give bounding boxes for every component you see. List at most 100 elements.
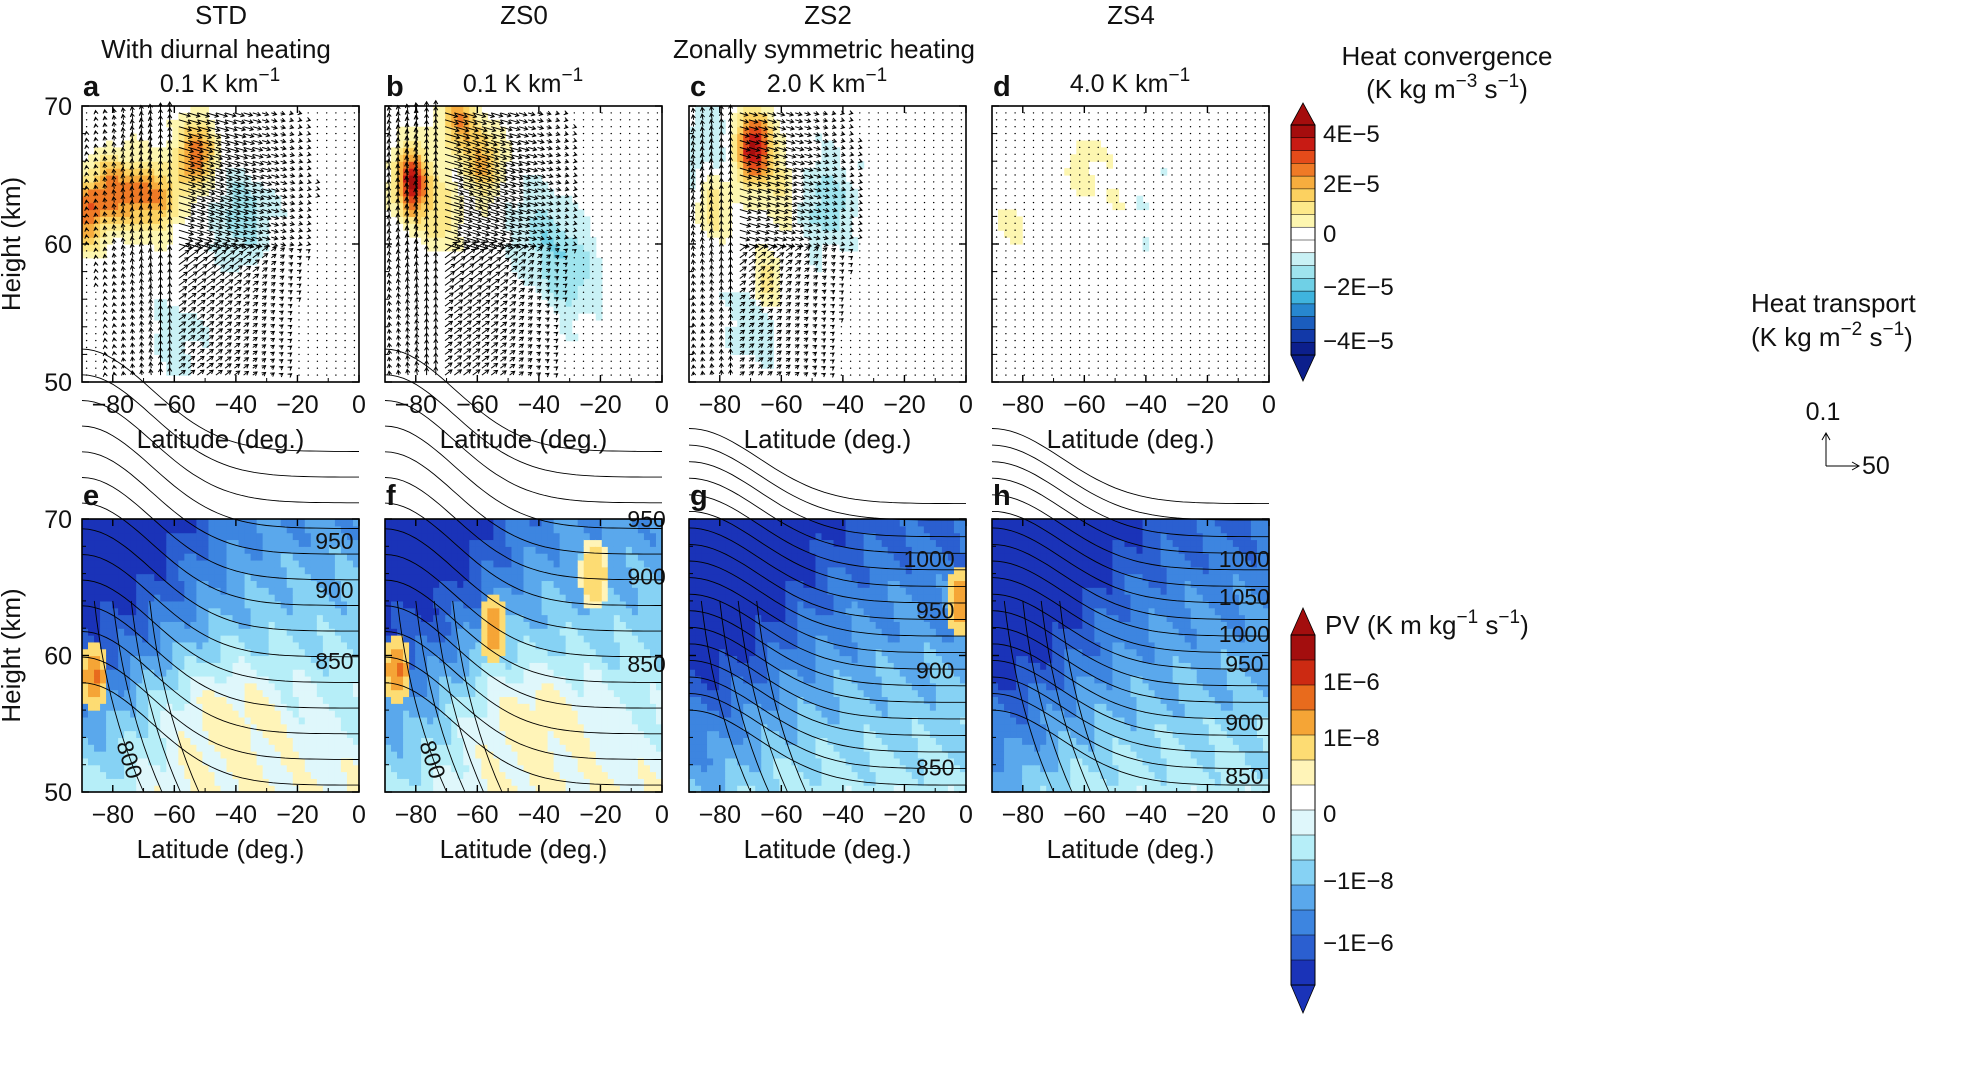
heat-vector-dot: [86, 119, 87, 120]
heat-vector-dot: [611, 209, 612, 210]
heat-vector-dot: [620, 354, 621, 355]
heat-vector-dot: [574, 271, 575, 272]
heat-cell: [172, 141, 179, 149]
heat-vector-dot: [86, 126, 87, 127]
heat-cell: [88, 168, 95, 176]
heat-cell: [584, 292, 591, 300]
heat-cell: [142, 182, 149, 190]
heat-vector-dot: [592, 236, 593, 237]
heat-vector-dot: [308, 361, 309, 362]
heat-cell: [172, 210, 179, 218]
heat-cell: [88, 203, 95, 211]
heat-vector-dot: [335, 333, 336, 334]
heat-vector-dot: [611, 250, 612, 251]
heat-vector-dot: [592, 361, 593, 362]
heat-cell: [142, 168, 149, 176]
experiment-title: STD: [195, 0, 247, 30]
heat-cell: [427, 223, 434, 231]
heat-vector-dot: [583, 347, 584, 348]
heat-cell: [106, 210, 113, 218]
heat-vector-head: [554, 332, 558, 336]
heat-cell: [439, 147, 446, 155]
heat-vector-dot: [317, 312, 318, 313]
heat-vector-head: [316, 180, 320, 184]
heat-vector-dot: [344, 257, 345, 258]
heat-vector-dot: [583, 195, 584, 196]
heat-vector-dot: [611, 278, 612, 279]
heat-cell: [596, 313, 603, 321]
heat-vector-dot: [564, 347, 565, 348]
heat-vector-dot: [308, 368, 309, 369]
heat-vector-dot: [574, 340, 575, 341]
heat-vector-dot: [564, 312, 565, 313]
heat-vector-dot: [601, 216, 602, 217]
heat-cell: [596, 258, 603, 266]
heat-vector-dot: [86, 361, 87, 362]
heat-vector-dot: [611, 195, 612, 196]
heat-vector-dot: [308, 305, 309, 306]
heat-cell: [106, 141, 113, 149]
heat-vector-dot: [611, 216, 612, 217]
heat-vector-dot: [335, 319, 336, 320]
heat-vector-dot: [86, 112, 87, 113]
heat-vector-dot: [317, 119, 318, 120]
heat-vector-dot: [583, 312, 584, 313]
heat-vector-dot: [354, 112, 355, 113]
heat-vector-dot: [308, 326, 309, 327]
heat-vector-dot: [620, 312, 621, 313]
heat-vector-dot: [611, 230, 612, 231]
heat-vector-dot: [326, 161, 327, 162]
heat-vector-dot: [583, 236, 584, 237]
heat-vector-dot: [344, 209, 345, 210]
heat-vector: [473, 264, 483, 272]
heat-vector-dot: [335, 230, 336, 231]
heat-vector-dot: [317, 319, 318, 320]
heat-vector-dot: [620, 305, 621, 306]
heat-vector-dot: [354, 361, 355, 362]
heat-vector-dot: [583, 154, 584, 155]
heat-cell: [505, 154, 512, 162]
heat-vector-dot: [574, 305, 575, 306]
heat-vector-dot: [317, 285, 318, 286]
heat-vector-dot: [620, 161, 621, 162]
heat-vector-dot: [611, 305, 612, 306]
heat-vector-dot: [611, 223, 612, 224]
heat-cell: [172, 306, 179, 314]
heat-vector-dot: [583, 119, 584, 120]
heat-vector-dot: [326, 278, 327, 279]
heat-vector-dot: [354, 140, 355, 141]
heat-vector-dot: [601, 223, 602, 224]
heat-cell: [160, 216, 167, 224]
heat-vector-dot: [620, 236, 621, 237]
heat-vector-dot: [620, 126, 621, 127]
heat-cell: [596, 306, 603, 314]
heat-vector-dot: [354, 278, 355, 279]
heat-vector-dot: [601, 188, 602, 189]
heat-vector-dot: [611, 147, 612, 148]
heat-vector-dot: [601, 119, 602, 120]
heat-cell: [475, 106, 482, 114]
heat-vector-dot: [611, 340, 612, 341]
heat-vector-dot: [326, 354, 327, 355]
heat-vector-dot: [354, 374, 355, 375]
heat-cell: [439, 134, 446, 142]
heat-vector-dot: [354, 223, 355, 224]
heat-vector-dot: [601, 368, 602, 369]
heat-cell: [439, 168, 446, 176]
heat-vector-dot: [601, 354, 602, 355]
heat-cell: [439, 141, 446, 149]
stability-base: 0.1 K km: [160, 70, 259, 98]
heat-vector-dot: [574, 326, 575, 327]
heat-cell: [572, 279, 579, 287]
heat-vector-dot: [592, 188, 593, 189]
heat-vector-dot: [574, 285, 575, 286]
heat-vector-dot: [344, 174, 345, 175]
heat-vector-dot: [354, 264, 355, 265]
heat-vector-dot: [583, 167, 584, 168]
heat-cell: [572, 306, 579, 314]
heat-cell: [142, 210, 149, 218]
heat-cell: [106, 216, 113, 224]
heat-cell: [196, 106, 203, 114]
heat-vector-dot: [354, 326, 355, 327]
heat-vector-dot: [601, 340, 602, 341]
